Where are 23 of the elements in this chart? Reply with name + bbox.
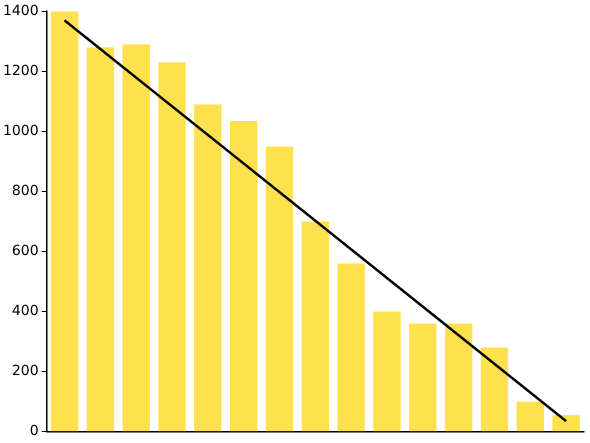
- bar: [194, 104, 222, 432]
- y-tick-label: 0: [30, 423, 39, 440]
- bar: [337, 264, 365, 432]
- y-tick-label: 600: [12, 243, 39, 260]
- bar: [302, 222, 330, 432]
- bar: [266, 146, 294, 432]
- bar: [373, 312, 401, 432]
- y-tick-label: 400: [12, 303, 39, 320]
- bar: [50, 11, 78, 432]
- y-tick-label: 200: [12, 363, 39, 380]
- bar: [552, 415, 580, 432]
- y-tick-label: 1000: [2, 123, 39, 140]
- bar: [230, 120, 258, 432]
- y-tick-label: 1200: [2, 63, 39, 80]
- bar: [122, 44, 150, 432]
- bar: [444, 324, 472, 432]
- bar: [158, 62, 186, 432]
- y-tick-label: 1400: [2, 3, 39, 20]
- y-tick-label: 800: [12, 183, 39, 200]
- bar: [409, 324, 436, 432]
- bar: [86, 47, 114, 432]
- bar: [516, 402, 544, 432]
- bar: [480, 348, 508, 432]
